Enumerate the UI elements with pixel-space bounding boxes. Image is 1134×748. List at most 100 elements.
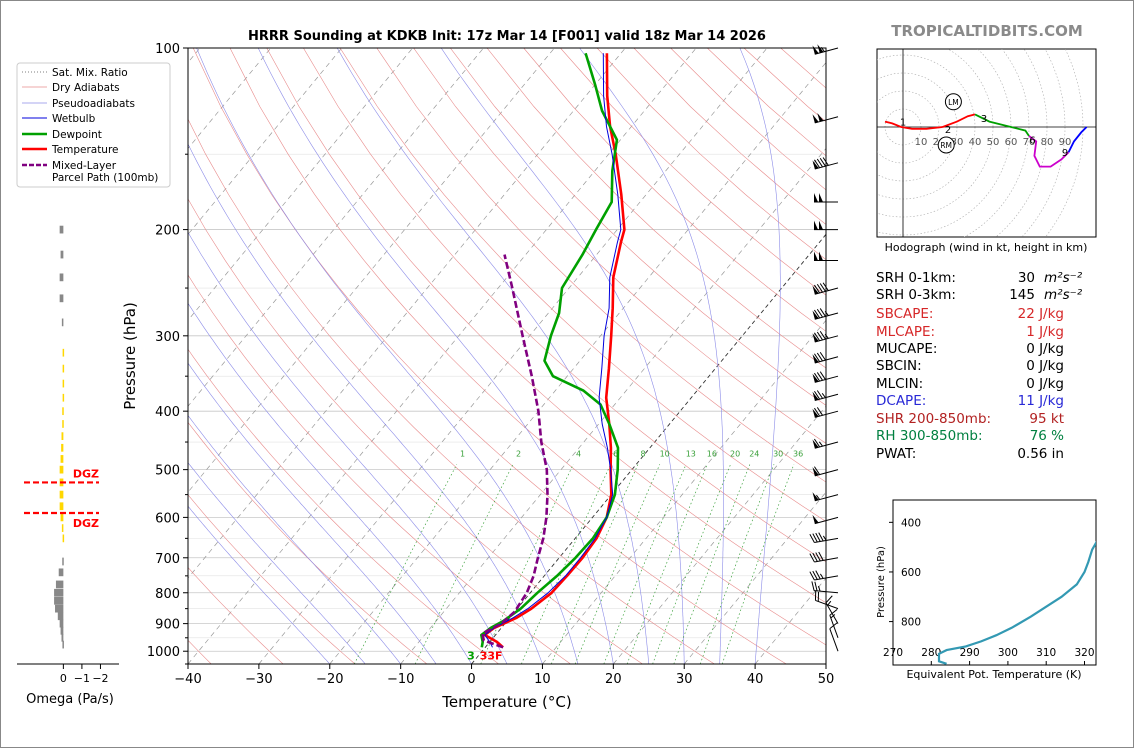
barb-pennant xyxy=(812,492,819,501)
legend-label: Pseudoadiabats xyxy=(52,98,135,110)
theta-e-frame xyxy=(892,499,1097,666)
omega-bar xyxy=(61,432,64,441)
omega-bar xyxy=(59,294,64,303)
barb-pennant xyxy=(819,192,823,202)
stat-label: SRH 0-3km: xyxy=(876,287,956,303)
moist-adiabat xyxy=(440,48,685,664)
isotherm-line xyxy=(188,48,555,493)
stat-label: SBCAPE: xyxy=(876,306,933,322)
theta-e-profile xyxy=(937,540,1096,665)
omega-bar xyxy=(62,534,65,543)
theta-e-y-label: Pressure (hPa) xyxy=(876,546,887,618)
wind-barb xyxy=(812,112,839,124)
barb-half xyxy=(820,47,825,52)
barb-pennant xyxy=(812,514,819,524)
barb-pennant xyxy=(817,44,824,53)
barb-half xyxy=(822,535,827,541)
omega-bar xyxy=(61,443,64,452)
barb-staff xyxy=(814,312,839,320)
dry-adiabat xyxy=(303,48,826,563)
hodograph-trace xyxy=(1028,135,1070,168)
mixing-ratio-label: 1 xyxy=(460,449,465,458)
mixing-ratio-label: 4 xyxy=(576,449,581,458)
surface-temperature-label: 33F xyxy=(480,650,503,663)
barb-full xyxy=(819,330,826,340)
hodograph-ring-label: 10 xyxy=(915,137,928,148)
hodograph-ring-label: 40 xyxy=(969,137,982,148)
wind-barb xyxy=(809,570,839,581)
y-tick-label: 700 xyxy=(155,552,180,567)
legend-label: Temperature xyxy=(51,144,119,156)
skewt-background-lines: 1 2 4 6 8 10 13 16 20 24 30 36 xyxy=(188,48,826,664)
omega-bar xyxy=(61,633,64,642)
wind-barb xyxy=(812,330,839,343)
dry-adiabat xyxy=(188,494,356,664)
moist-adiabat xyxy=(188,414,401,664)
theta-e-x-label: Equivalent Pot. Temperature (K) xyxy=(906,668,1081,681)
isotherm-line xyxy=(258,48,768,664)
barb-full xyxy=(812,570,818,580)
mixing-ratio-label: 13 xyxy=(686,449,696,458)
skewt-profiles: 3 33F xyxy=(467,52,626,663)
barb-full xyxy=(825,595,833,604)
wind-barb xyxy=(812,282,839,295)
mixing-ratio-label: 20 xyxy=(730,449,740,458)
omega-bar xyxy=(59,465,64,474)
barb-full xyxy=(829,608,838,616)
barb-staff xyxy=(814,590,839,594)
barb-half xyxy=(824,310,829,316)
mixing-ratio-line xyxy=(721,464,795,664)
dry-adiabat xyxy=(450,48,826,406)
barb-staff xyxy=(814,116,839,124)
barb-full xyxy=(815,552,821,562)
skewt-frame xyxy=(187,47,827,665)
dry-adiabat xyxy=(486,48,826,369)
barb-full xyxy=(814,372,821,382)
stat-unit: m²s⁻² xyxy=(1044,287,1083,303)
hodograph-km-label: 1 xyxy=(900,118,906,129)
y-tick-label: 600 xyxy=(155,511,180,526)
dry-adiabat xyxy=(192,48,787,664)
barb-full xyxy=(819,308,826,317)
storm-motion-label: LM xyxy=(948,98,959,107)
barb-full xyxy=(812,552,818,562)
theta-x-tick-label: 280 xyxy=(921,647,941,659)
theta-y-tick-label: 600 xyxy=(901,567,921,579)
legend-label: Parcel Path (100mb) xyxy=(52,172,158,184)
omega-bar xyxy=(61,318,64,327)
hodograph-km-label: 2 xyxy=(945,125,951,136)
y-tick-label: 1000 xyxy=(147,645,180,660)
barb-staff xyxy=(814,557,839,563)
omega-bar xyxy=(62,640,64,649)
barb-pennant xyxy=(812,439,819,449)
profile-temperature xyxy=(483,53,626,649)
stat-label: DCAPE: xyxy=(876,393,926,409)
stat-value: 22 J/kg xyxy=(1018,306,1064,322)
omega-bar xyxy=(60,626,64,635)
moist-adiabat xyxy=(188,231,508,664)
dry-adiabat xyxy=(413,48,826,444)
storm-motion-label: RM xyxy=(940,141,952,150)
wind-barb xyxy=(829,622,839,652)
theta-x-tick-label: 290 xyxy=(960,647,980,659)
barb-full xyxy=(819,283,826,292)
hodograph-ring-label: 60 xyxy=(1005,137,1018,148)
barb-full xyxy=(814,407,821,417)
mixing-ratio-label: 30 xyxy=(773,449,783,458)
stat-value: 0 J/kg xyxy=(1026,376,1064,392)
mixing-ratio-line xyxy=(521,464,611,664)
wind-barb xyxy=(829,608,839,638)
stat-value: 11 J/kg xyxy=(1018,393,1064,409)
barb-pennant xyxy=(812,45,819,55)
wind-barb xyxy=(812,157,839,170)
stat-value: 0 J/kg xyxy=(1026,341,1064,357)
barb-full xyxy=(819,157,826,167)
wind-barb xyxy=(812,44,839,55)
barb-full xyxy=(809,571,815,581)
chart-title: HRRR Sounding at KDKB Init: 17z Mar 14 [… xyxy=(248,29,766,44)
storm-motion-marker xyxy=(937,136,955,154)
barb-staff xyxy=(814,287,839,295)
omega-bar xyxy=(62,379,65,388)
mixing-ratio-label: 16 xyxy=(707,449,717,458)
